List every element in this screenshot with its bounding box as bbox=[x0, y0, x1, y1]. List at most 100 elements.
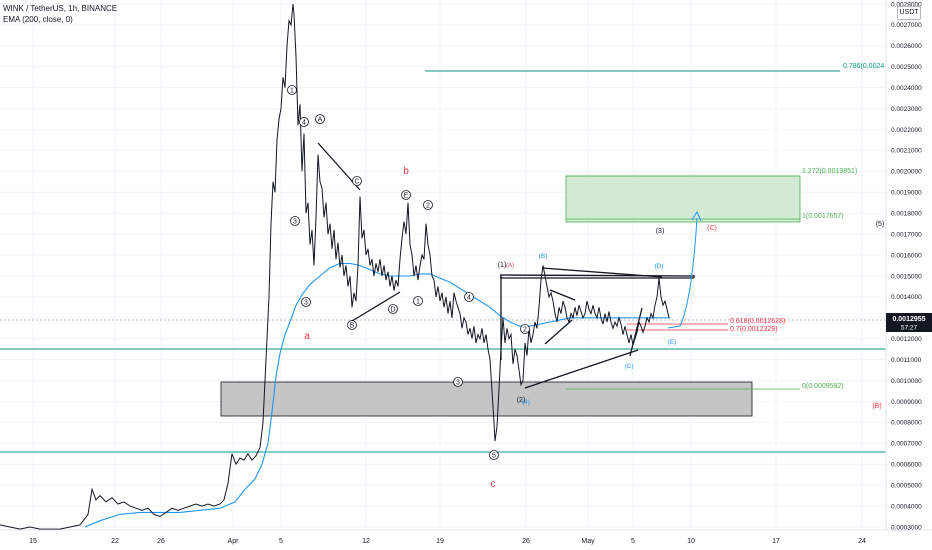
wave-label-C-paren: (C) bbox=[707, 225, 717, 232]
wave-label-3-paren: (3) bbox=[656, 228, 665, 235]
trendlines bbox=[317, 142, 695, 389]
wave-circle-4: 4 bbox=[299, 117, 309, 127]
bar-countdown: 57:27 bbox=[901, 325, 918, 332]
wave-label-A-paren: (A) bbox=[506, 263, 514, 269]
wave-circle-A: A bbox=[315, 114, 325, 124]
x-tick-label: 15 bbox=[29, 538, 37, 545]
svg-text:2: 2 bbox=[426, 203, 430, 210]
wave-circle-2: 2 bbox=[423, 200, 433, 210]
svg-text:3: 3 bbox=[456, 380, 460, 387]
blue-wave-labels: (B) (D) (C) (E) (4) bbox=[522, 253, 676, 406]
x-tick-label: 17 bbox=[772, 538, 780, 545]
wave-label-E-blue: (E) bbox=[668, 339, 677, 346]
indicator-title[interactable]: EMA (200, close, 0) bbox=[3, 15, 73, 24]
svg-text:4: 4 bbox=[467, 295, 471, 302]
fib-label-1272: 1.272(0.0019851) bbox=[802, 168, 857, 175]
y-tick-label: 0.0023000 bbox=[891, 106, 922, 113]
svg-text:E: E bbox=[404, 193, 409, 200]
y-tick-label: 0.0020000 bbox=[891, 169, 922, 176]
fib-labels: 0.786(0.0024 1.272(0.0019851) 1(0.001765… bbox=[730, 63, 884, 390]
x-tick-label: 26 bbox=[157, 538, 165, 545]
x-axis: 15 22 26 Apr 5 12 19 26 May 5 10 17 24 bbox=[29, 538, 866, 545]
symbol-title[interactable]: WINK / TetherUS, 1h, BINANCE bbox=[3, 4, 118, 13]
wave-circle-1: 1 bbox=[287, 85, 297, 95]
wave-label-B-blue: (B) bbox=[539, 253, 548, 260]
y-tick-label: 0.0026000 bbox=[891, 43, 922, 50]
x-tick-label: 22 bbox=[111, 538, 119, 545]
y-tick-label: 0.0007000 bbox=[891, 441, 922, 448]
wave-circle-C: C bbox=[352, 176, 362, 186]
x-tick-label: 19 bbox=[436, 538, 444, 545]
wave-label-b: b bbox=[403, 166, 409, 177]
y-tick-label: 0.0008000 bbox=[891, 420, 922, 427]
svg-text:4: 4 bbox=[302, 120, 306, 127]
y-tick-label: 0.0009000 bbox=[891, 399, 922, 406]
x-tick-label: 24 bbox=[858, 538, 866, 545]
svg-text:2: 2 bbox=[523, 327, 527, 334]
currency-button[interactable]: USDT bbox=[897, 6, 921, 20]
grid bbox=[0, 0, 886, 530]
y-tick-label: 0.0027000 bbox=[891, 22, 922, 29]
projection-arrowhead bbox=[691, 210, 702, 222]
svg-text:3: 3 bbox=[304, 300, 308, 307]
wave-circle-5: 5 bbox=[489, 450, 499, 460]
wave-circle-2b: 2 bbox=[520, 324, 530, 334]
supply-zone-green bbox=[565, 175, 801, 223]
demand-zone-grey bbox=[220, 381, 753, 417]
x-tick-label: 12 bbox=[362, 538, 370, 545]
y-tick-label: 0.0006000 bbox=[891, 462, 922, 469]
svg-text:3: 3 bbox=[293, 219, 297, 226]
wave-label-4-blue: (4) bbox=[522, 399, 530, 406]
wave-label-5-paren: (5) bbox=[876, 221, 885, 228]
x-tick-label: May bbox=[581, 538, 595, 545]
x-tick-label: 5 bbox=[279, 538, 283, 545]
wave-circle-D: D bbox=[388, 304, 398, 314]
svg-text:C: C bbox=[354, 179, 359, 186]
circled-wave-labels: 1 4 A C 3 3 B E D 2 1 4 3 5 2 bbox=[287, 85, 530, 460]
last-price-tag: 0.0012955 57:27 bbox=[886, 313, 932, 332]
svg-text:B: B bbox=[350, 323, 355, 330]
wave-circle-3a: 3 bbox=[290, 216, 300, 226]
svg-text:5: 5 bbox=[492, 453, 496, 460]
wave-circle-3c: 3 bbox=[453, 377, 463, 387]
price-axis-background[interactable] bbox=[886, 0, 932, 530]
y-tick-label: 0.0014000 bbox=[891, 294, 922, 301]
y-tick-label: 0.0011000 bbox=[891, 357, 922, 364]
x-tick-label: 10 bbox=[687, 538, 695, 545]
y-tick-label: 0.0003000 bbox=[891, 524, 922, 531]
y-tick-label: 0.0017000 bbox=[891, 231, 922, 238]
svg-text:D: D bbox=[390, 307, 395, 314]
y-tick-label: 0.0021000 bbox=[891, 148, 922, 155]
time-axis-background[interactable] bbox=[0, 530, 932, 550]
last-price-value: 0.0012955 bbox=[892, 316, 925, 323]
wave-label-C-blue: (C) bbox=[624, 363, 633, 370]
wave-label-1-paren: (1) bbox=[498, 262, 507, 269]
wave-circle-B: B bbox=[347, 320, 357, 330]
y-tick-label: 0.0024000 bbox=[891, 85, 922, 92]
fib-label-1: 1(0.0017657) bbox=[802, 213, 844, 220]
y-tick-label: 0.0005000 bbox=[891, 482, 922, 489]
y-tick-label: 0.0015000 bbox=[891, 273, 922, 280]
y-tick-label: 0.0022000 bbox=[891, 127, 922, 134]
y-tick-label: 0.0025000 bbox=[891, 64, 922, 71]
y-tick-label: 0.0016000 bbox=[891, 252, 922, 259]
wave-circle-E: E bbox=[401, 190, 411, 200]
svg-text:A: A bbox=[318, 117, 323, 124]
y-tick-label: 0.0004000 bbox=[891, 503, 922, 510]
fib-label-07: 0.7(0.0012329) bbox=[730, 326, 777, 333]
black-wave-labels: (3) (5) (2) bbox=[517, 221, 885, 404]
wave-label-D-blue: (D) bbox=[654, 263, 663, 270]
y-tick-label: 0.0019000 bbox=[891, 190, 922, 197]
wave-label-B-paren: (B) bbox=[872, 403, 881, 410]
wave-circle-4b: 4 bbox=[464, 292, 474, 302]
y-tick-label: 0.0018000 bbox=[891, 211, 922, 218]
y-tick-label: 0.0012000 bbox=[891, 336, 922, 343]
fib-label-0786: 0.786(0.0024 bbox=[843, 63, 884, 70]
svg-text:1: 1 bbox=[290, 88, 294, 95]
y-tick-label: 0.0028000 bbox=[891, 1, 922, 8]
red-wave-labels: a b c (1) (A) (C) (B) bbox=[304, 166, 881, 490]
x-tick-label: 26 bbox=[522, 538, 530, 545]
wave-circle-1b: 1 bbox=[413, 296, 423, 306]
